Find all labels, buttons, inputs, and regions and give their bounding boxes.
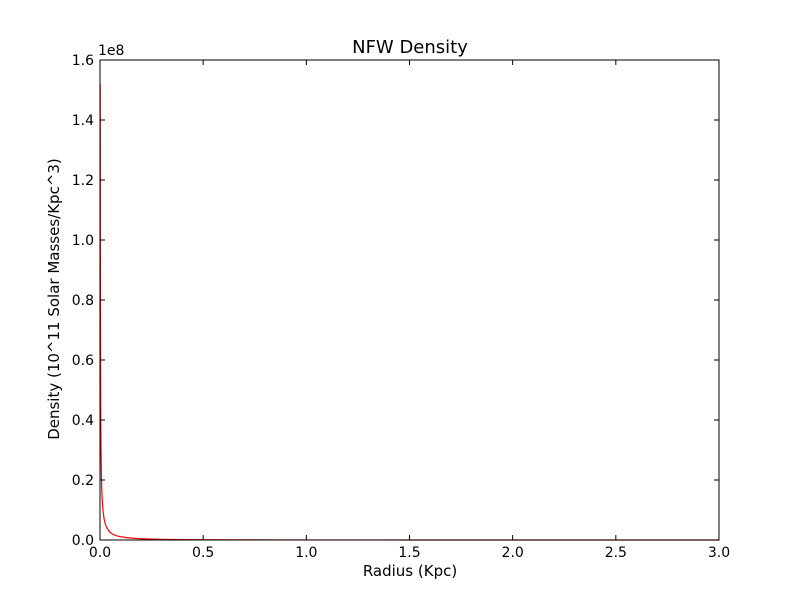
- plot-frame: [99, 59, 720, 541]
- x-tick-label: 2.5: [605, 545, 627, 561]
- x-axis-label: Radius (Kpc): [363, 562, 457, 580]
- y-tick-label: 1.4: [72, 113, 94, 129]
- y-tick-label: 0.4: [72, 413, 94, 429]
- y-offset-label: 1e8: [98, 43, 124, 59]
- y-tick-label: 0.6: [72, 353, 94, 369]
- y-tick-label: 1.0: [72, 233, 94, 249]
- x-tick-label: 1.5: [398, 545, 420, 561]
- plot-marks: 0.0 0.5 1.0 1.5 2.0 2.5 3.0 0.0 0.2 0.4 0.6 0.8 1.0 1…: [72, 53, 730, 561]
- x-tick-label: 2.0: [502, 545, 524, 561]
- y-tick-label: 1.2: [72, 173, 94, 189]
- x-tick-label: 3.0: [708, 545, 730, 561]
- x-tick-label: 1.0: [295, 545, 317, 561]
- series-line-0: [99, 83, 719, 541]
- y-tick-label: 0.8: [72, 293, 94, 309]
- x-tick-label: 0.0: [89, 545, 111, 561]
- y-tick-label: 0.0: [72, 533, 94, 549]
- y-tick-label: 1.6: [72, 53, 94, 69]
- y-axis-label: Density (10^11 Solar Masses/Kpc^3): [45, 158, 63, 440]
- x-tick-label: 0.5: [192, 545, 214, 561]
- y-tick-label: 0.2: [72, 473, 94, 489]
- chart-title: NFW Density: [352, 37, 468, 58]
